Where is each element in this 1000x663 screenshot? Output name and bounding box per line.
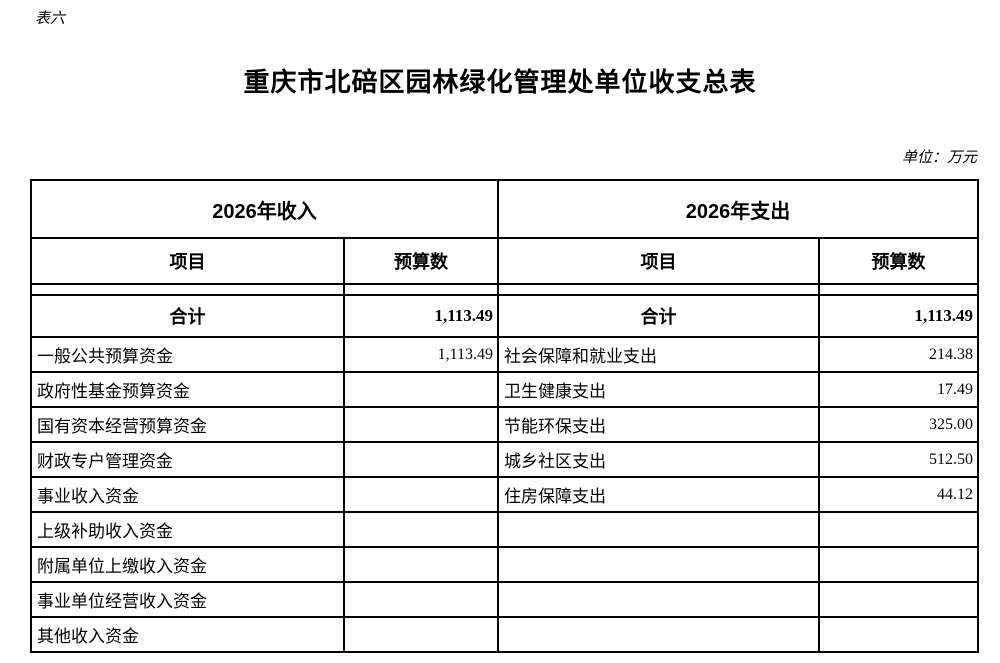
table-label: 表六 (35, 11, 66, 27)
spacer-cell (343, 283, 499, 296)
spacer-cell (30, 283, 345, 296)
expense-item-cell (497, 511, 820, 548)
expense-item-cell: 社会保障和就业支出 (497, 336, 820, 373)
spacer-cell (818, 283, 979, 296)
expense-value-cell (818, 581, 979, 618)
income-item-cell: 事业单位经营收入资金 (30, 581, 345, 618)
expense-item-cell: 节能环保支出 (497, 406, 820, 443)
budget-table: 2026年收入 2026年支出 项目 预算数 项目 预算数 合计 1,113.4… (30, 179, 979, 653)
total-row: 合计 1,113.49 合计 1,113.49 (30, 294, 979, 338)
expense-item-cell: 城乡社区支出 (497, 441, 820, 478)
expense-item-cell: 住房保障支出 (497, 476, 820, 513)
table-row: 事业收入资金 住房保障支出 44.12 (30, 476, 979, 513)
income-item-cell: 其他收入资金 (30, 616, 345, 653)
expense-item-cell (497, 581, 820, 618)
income-total-value: 1,113.49 (343, 294, 499, 338)
income-value-cell (343, 546, 499, 583)
income-item-cell: 政府性基金预算资金 (30, 371, 345, 408)
expense-item-cell (497, 616, 820, 653)
table-row: 事业单位经营收入资金 (30, 581, 979, 618)
table-row: 附属单位上缴收入资金 (30, 546, 979, 583)
income-section-header: 2026年收入 (30, 179, 499, 239)
expense-section-header: 2026年支出 (497, 179, 979, 239)
section-header-row: 2026年收入 2026年支出 (30, 179, 979, 239)
expense-value-cell: 512.50 (818, 441, 979, 478)
income-item-header: 项目 (30, 237, 345, 285)
income-budget-header: 预算数 (343, 237, 499, 285)
unit-note: 单位：万元 (901, 150, 977, 166)
page-title: 重庆市北碚区园林绿化管理处单位收支总表 (243, 68, 757, 97)
income-item-cell: 国有资本经营预算资金 (30, 406, 345, 443)
income-value-cell (343, 406, 499, 443)
spacer-row (30, 283, 979, 296)
income-value-cell (343, 511, 499, 548)
income-item-cell: 上级补助收入资金 (30, 511, 345, 548)
table-row: 财政专户管理资金 城乡社区支出 512.50 (30, 441, 979, 478)
income-total-label: 合计 (30, 294, 345, 338)
expense-item-cell (497, 546, 820, 583)
expense-item-cell: 卫生健康支出 (497, 371, 820, 408)
income-value-cell (343, 581, 499, 618)
expense-budget-header: 预算数 (818, 237, 979, 285)
table-row: 一般公共预算资金 1,113.49 社会保障和就业支出 214.38 (30, 336, 979, 373)
expense-value-cell (818, 546, 979, 583)
income-value-cell (343, 371, 499, 408)
expense-total-value: 1,113.49 (818, 294, 979, 338)
expense-total-label: 合计 (497, 294, 820, 338)
income-value-cell (343, 616, 499, 653)
income-item-cell: 附属单位上缴收入资金 (30, 546, 345, 583)
spacer-cell (497, 283, 820, 296)
expense-value-cell: 17.49 (818, 371, 979, 408)
income-item-cell: 一般公共预算资金 (30, 336, 345, 373)
table-row: 政府性基金预算资金 卫生健康支出 17.49 (30, 371, 979, 408)
table-row: 其他收入资金 (30, 616, 979, 653)
table-row: 国有资本经营预算资金 节能环保支出 325.00 (30, 406, 979, 443)
table-row: 上级补助收入资金 (30, 511, 979, 548)
expense-item-header: 项目 (497, 237, 820, 285)
expense-value-cell: 214.38 (818, 336, 979, 373)
income-value-cell (343, 441, 499, 478)
expense-value-cell: 44.12 (818, 476, 979, 513)
column-header-row: 项目 预算数 项目 预算数 (30, 237, 979, 285)
income-item-cell: 事业收入资金 (30, 476, 345, 513)
income-value-cell (343, 476, 499, 513)
expense-value-cell (818, 511, 979, 548)
income-value-cell: 1,113.49 (343, 336, 499, 373)
income-item-cell: 财政专户管理资金 (30, 441, 345, 478)
expense-value-cell: 325.00 (818, 406, 979, 443)
expense-value-cell (818, 616, 979, 653)
